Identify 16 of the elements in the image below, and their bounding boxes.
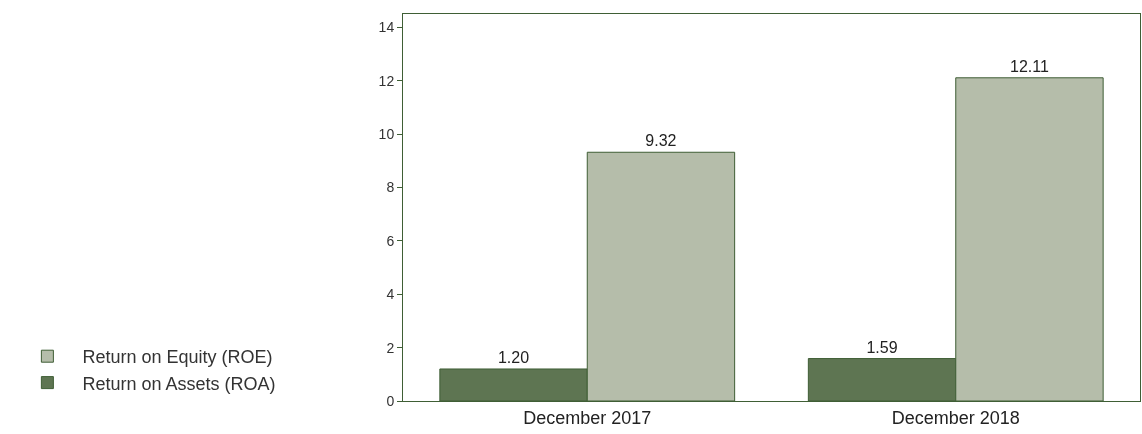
data-label: 9.32	[645, 132, 677, 150]
x-tick-label: December 2017	[523, 407, 652, 428]
data-label: 1.59	[866, 338, 898, 356]
y-tick-label: 0	[386, 392, 395, 409]
y-tick-label: 2	[386, 339, 395, 356]
data-label: 1.20	[497, 348, 530, 366]
legend-label: Return on Equity (ROE)	[82, 347, 273, 368]
y-tick-label: 12	[378, 72, 395, 89]
y-tick-label: 14	[378, 19, 395, 36]
y-tick-label: 10	[378, 126, 395, 142]
x-tick-label: December 2018	[891, 407, 1020, 428]
y-tick-label: 8	[386, 179, 395, 196]
y-tick-label: 4	[386, 286, 395, 303]
data-label: 12.11	[1009, 57, 1049, 75]
legend-label: Return on Assets (ROA)	[82, 373, 276, 394]
y-tick-label: 6	[386, 232, 395, 249]
